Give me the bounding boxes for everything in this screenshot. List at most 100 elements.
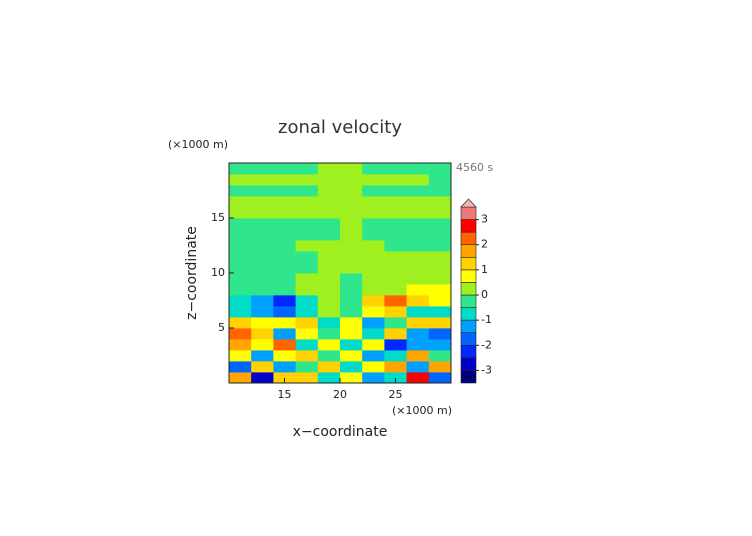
cell — [406, 218, 430, 230]
cell — [229, 339, 252, 351]
cell — [362, 185, 385, 197]
cell — [384, 372, 407, 384]
cell — [295, 273, 319, 285]
cell — [295, 185, 319, 197]
cell — [317, 163, 341, 175]
cell — [362, 163, 385, 175]
cell — [317, 251, 341, 263]
cell — [273, 185, 296, 197]
cell — [340, 306, 363, 318]
cell — [428, 196, 452, 208]
cell — [406, 251, 430, 263]
cell — [273, 295, 296, 307]
cell — [273, 174, 296, 186]
cell — [428, 185, 452, 197]
cell — [384, 317, 407, 329]
chart-title: zonal velocity — [278, 117, 402, 138]
cell — [428, 251, 452, 263]
cell — [428, 372, 452, 384]
cell — [428, 174, 452, 186]
cell — [317, 240, 341, 252]
cell — [295, 218, 319, 230]
colorbar-band — [460, 231, 477, 246]
cell — [406, 317, 430, 329]
cell — [317, 207, 341, 219]
x-tick-label: 15 — [278, 388, 292, 401]
cell — [251, 372, 274, 384]
cell — [251, 284, 274, 296]
cell — [251, 295, 274, 307]
cell — [384, 339, 407, 351]
cell — [406, 240, 430, 252]
cell — [428, 317, 452, 329]
cell — [229, 163, 252, 175]
cell — [295, 240, 319, 252]
cell — [428, 361, 452, 373]
time-label: 4560 s — [456, 161, 493, 174]
cell — [362, 207, 385, 219]
cell — [340, 361, 363, 373]
cell — [340, 372, 363, 384]
cell — [273, 163, 296, 175]
cell — [406, 229, 430, 241]
cell — [251, 328, 274, 340]
cell — [317, 273, 341, 285]
cell — [340, 229, 363, 241]
cell — [340, 218, 363, 230]
cell — [340, 185, 363, 197]
cell — [273, 284, 296, 296]
cell — [229, 207, 252, 219]
cell — [273, 218, 296, 230]
colorbar-tick-label: -3 — [481, 363, 492, 376]
cell — [384, 284, 407, 296]
cell — [295, 207, 319, 219]
y-tick-label: 5 — [218, 321, 225, 334]
cell — [229, 273, 252, 285]
cell — [295, 163, 319, 175]
colorbar-tick-label: 2 — [481, 238, 488, 251]
cell — [384, 163, 407, 175]
cell — [428, 328, 452, 340]
x-tick-label: 25 — [389, 388, 403, 401]
y-unit: (×1000 m) — [168, 138, 228, 151]
cell — [384, 262, 407, 274]
cell — [229, 229, 252, 241]
cell — [295, 306, 319, 318]
cell — [273, 262, 296, 274]
cell — [362, 229, 385, 241]
cell — [295, 350, 319, 362]
cell — [428, 262, 452, 274]
cell — [229, 361, 252, 373]
cell — [340, 295, 363, 307]
cell — [428, 339, 452, 351]
cell — [251, 207, 274, 219]
colorbar-tick-label: -2 — [481, 338, 492, 351]
cell — [295, 317, 319, 329]
cell — [317, 196, 341, 208]
cell — [362, 273, 385, 285]
cell — [428, 295, 452, 307]
cell — [362, 196, 385, 208]
cell — [384, 240, 407, 252]
cell — [295, 262, 319, 274]
cell — [273, 251, 296, 263]
cell — [251, 273, 274, 285]
cell — [317, 350, 341, 362]
cell — [295, 196, 319, 208]
cell — [317, 262, 341, 274]
cell — [340, 196, 363, 208]
cell — [251, 262, 274, 274]
cell — [362, 306, 385, 318]
cell — [295, 174, 319, 186]
colorbar-band — [460, 370, 477, 384]
cell — [384, 251, 407, 263]
cell — [317, 361, 341, 373]
cell — [362, 295, 385, 307]
colorbar-tick-label: 3 — [481, 213, 488, 226]
cell — [229, 317, 252, 329]
cell — [384, 185, 407, 197]
cell — [229, 174, 252, 186]
cell — [428, 273, 452, 285]
cell — [273, 229, 296, 241]
cell — [251, 218, 274, 230]
